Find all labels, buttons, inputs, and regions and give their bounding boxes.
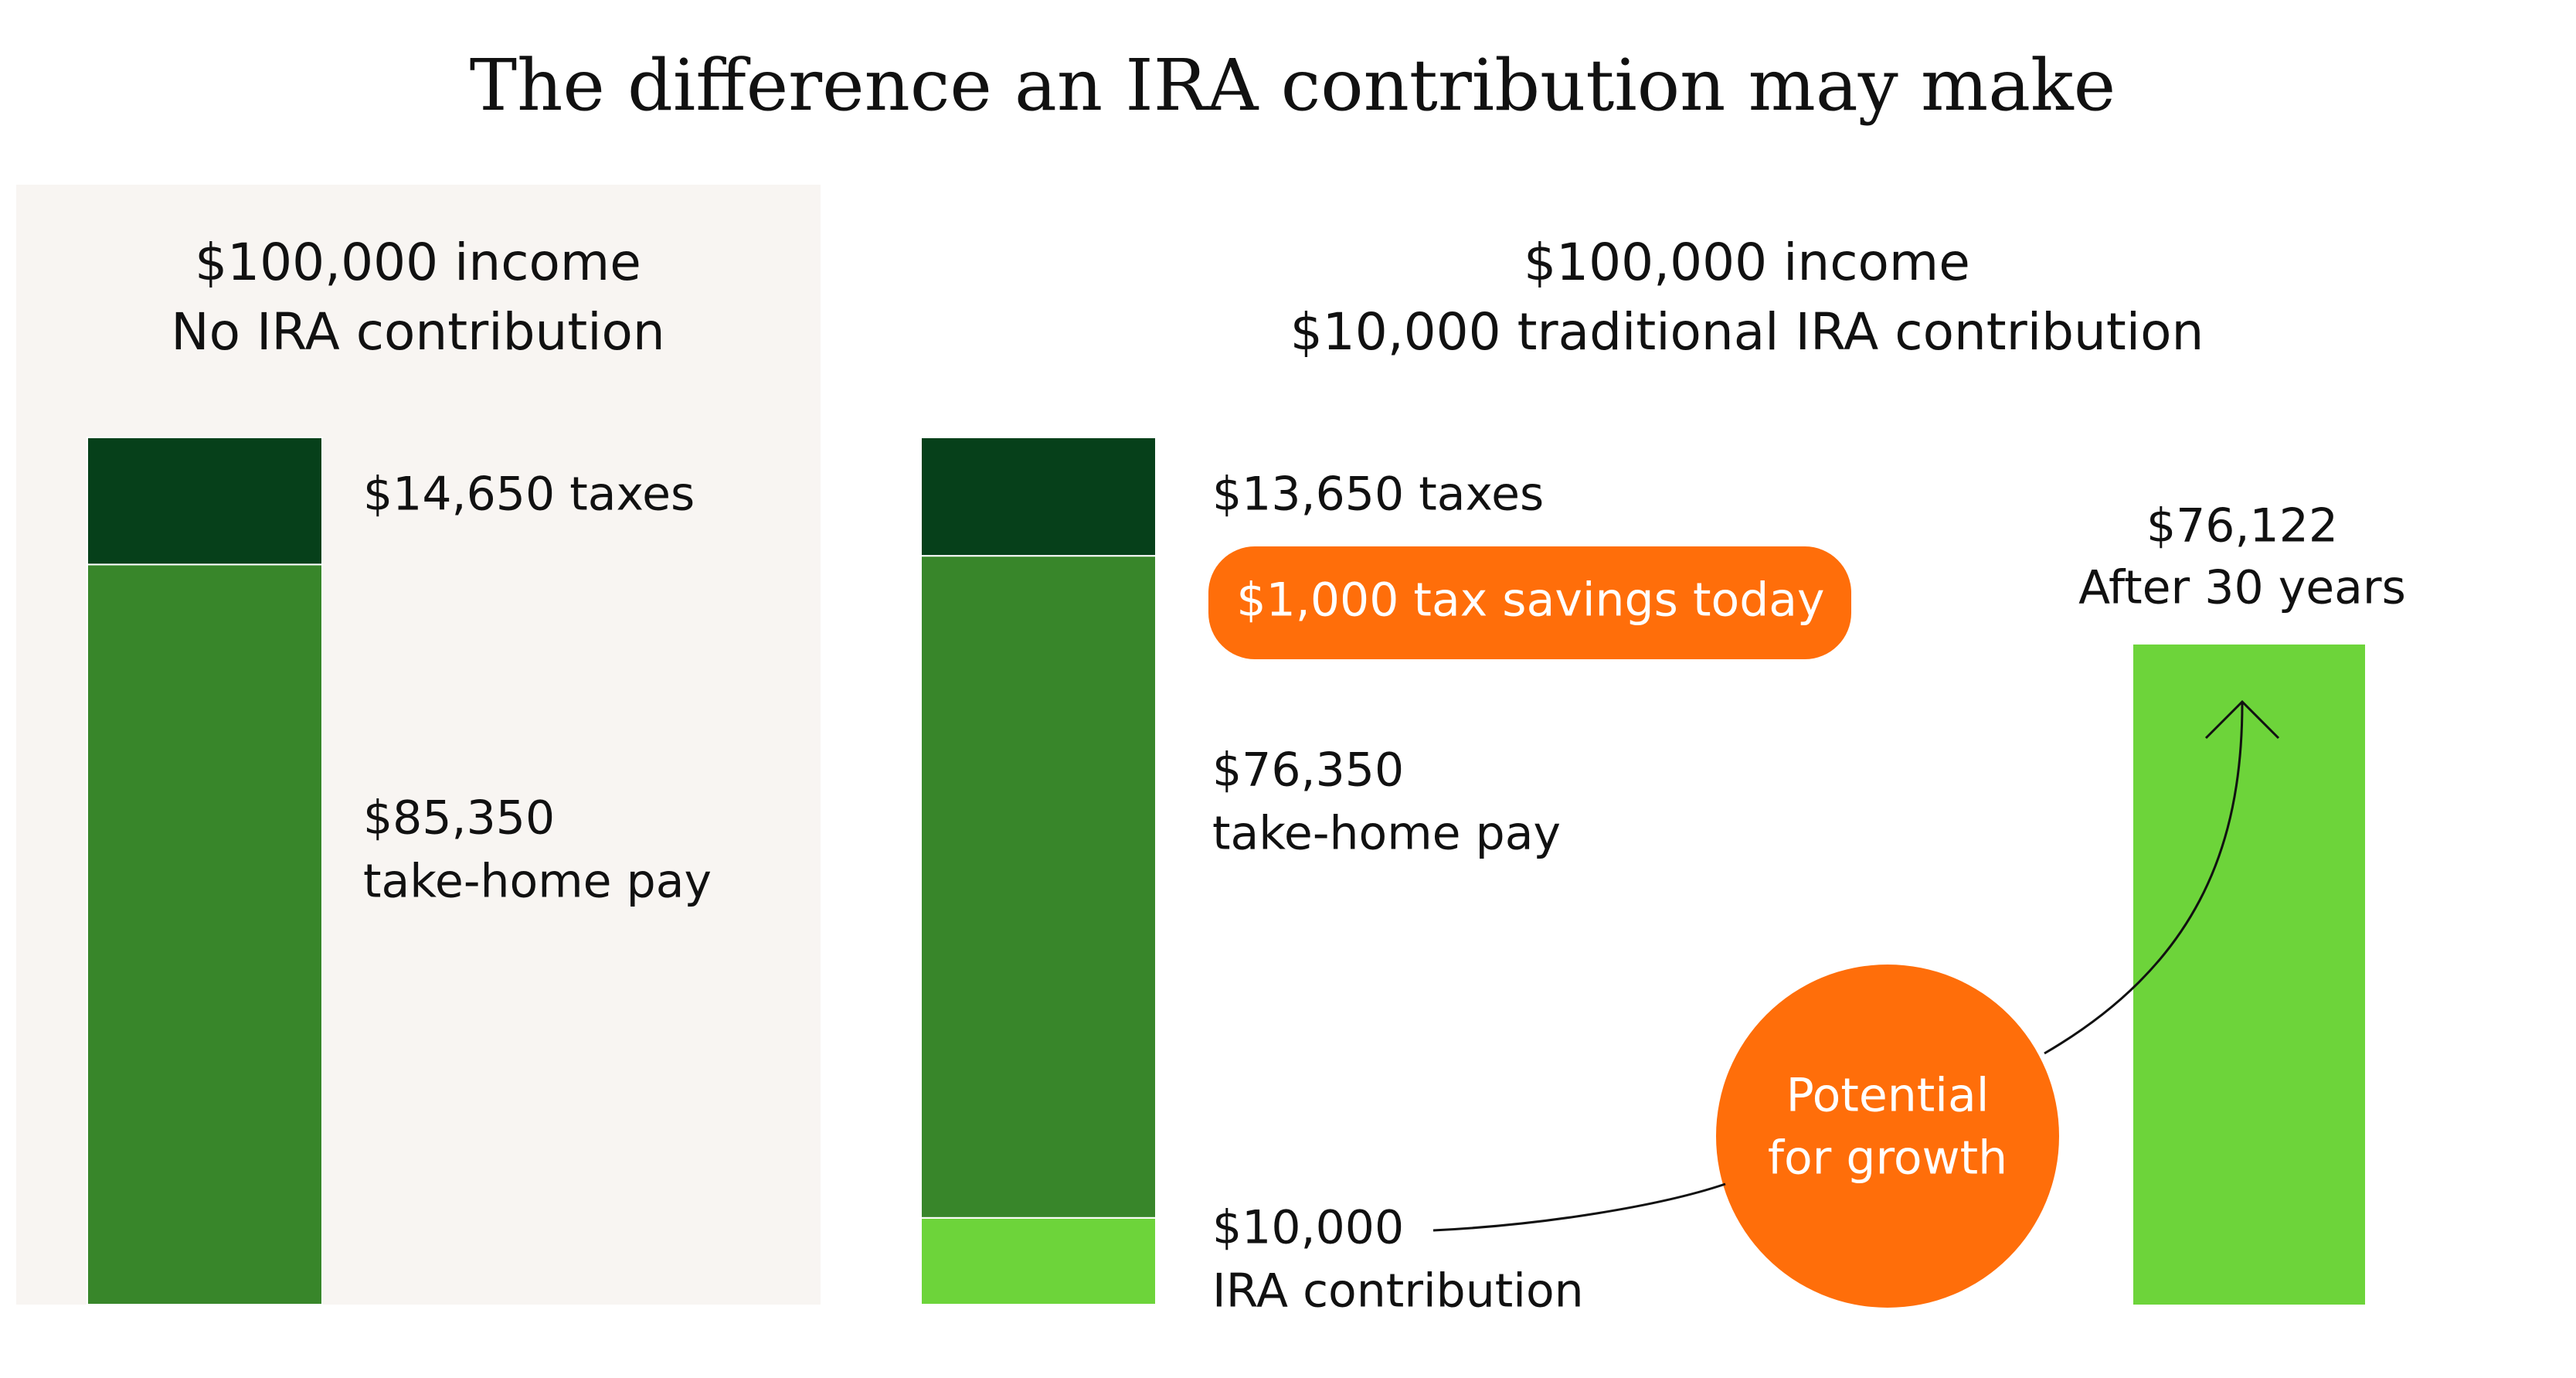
segment-label: take-home pay [1212, 807, 1561, 861]
bar-segment [920, 1216, 1157, 1306]
bar-segment [87, 437, 323, 566]
panel-subtitle: $100,000 income [195, 233, 641, 292]
segment-label: $76,350 [1212, 743, 1404, 798]
panel-subtitle: No IRA contribution [171, 302, 665, 362]
segment-label: $14,650 taxes [363, 468, 695, 522]
callout-pill [1208, 546, 1851, 659]
chart-title: The difference an IRA contribution may m… [470, 44, 2116, 127]
badge-text: for growth [1768, 1131, 2007, 1186]
growth-bar [2133, 644, 2365, 1305]
panel-subtitle: $10,000 traditional IRA contribution [1290, 302, 2204, 362]
arrow-head [2204, 699, 2280, 740]
segment-label: $13,650 taxes [1212, 468, 1544, 522]
panel-subtitle: $100,000 income [1524, 233, 1970, 292]
bar-segment [87, 563, 323, 1305]
growth-arrow [2044, 703, 2244, 1055]
connector [1432, 1182, 1726, 1232]
callout-text: $1,000 tax savings today [1236, 573, 1824, 628]
badge-text: Potential [1786, 1069, 1990, 1123]
growth-badge [1716, 965, 2059, 1308]
growth-label: $76,122 [2146, 499, 2338, 553]
growth-label: After 30 years [2078, 561, 2406, 615]
bar-segment [920, 437, 1157, 557]
segment-label: take-home pay [363, 855, 712, 909]
segment-label: $10,000 [1212, 1201, 1404, 1255]
segment-label: $85,350 [363, 791, 555, 846]
bar-segment [920, 555, 1157, 1219]
segment-label: IRA contribution [1212, 1264, 1584, 1318]
